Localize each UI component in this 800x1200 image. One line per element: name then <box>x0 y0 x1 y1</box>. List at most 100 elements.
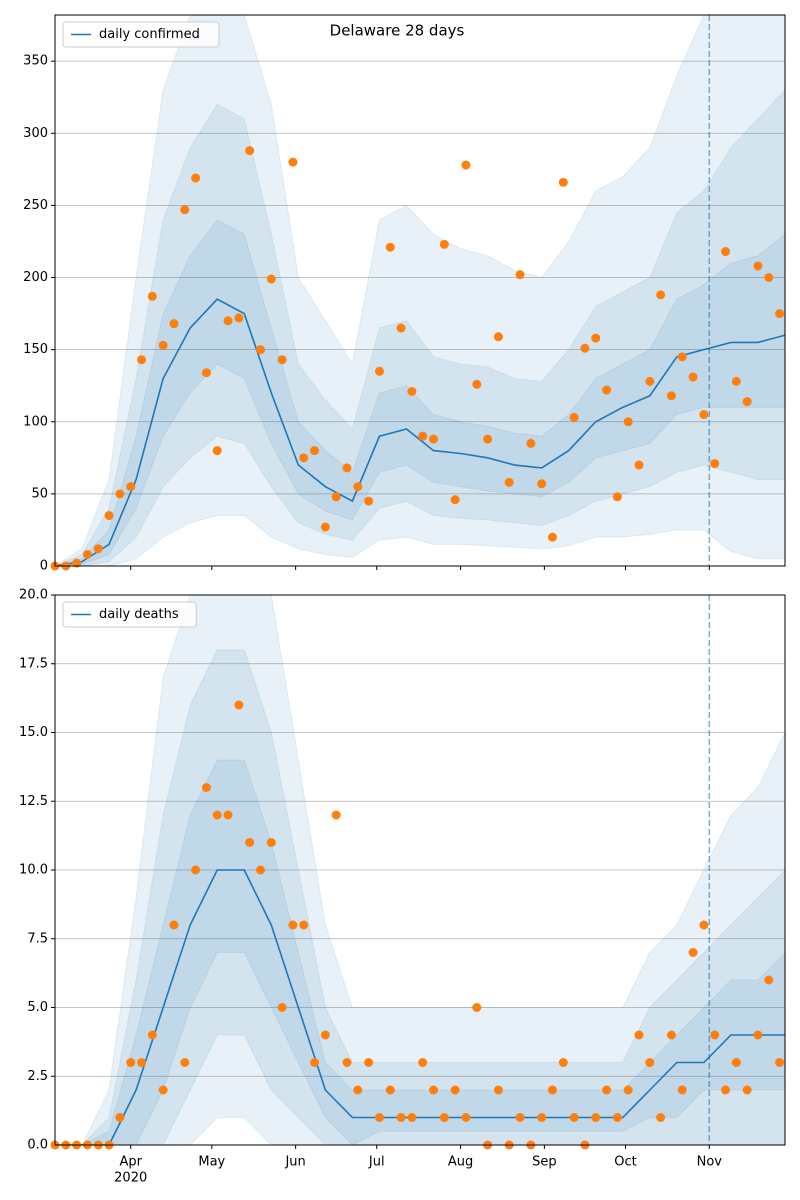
series-line <box>55 869 785 1145</box>
scatter-point <box>126 482 136 492</box>
scatter-point <box>537 1113 547 1122</box>
scatter-point <box>515 270 525 280</box>
legend-box <box>62 21 220 48</box>
scatter-point <box>764 273 774 283</box>
scatter-point <box>299 920 309 930</box>
scatter-point <box>558 177 568 187</box>
y-tick-label: 100 <box>23 414 48 429</box>
scatter-point <box>288 920 298 930</box>
chart-title: Delaware 28 days <box>330 22 465 40</box>
x-tick-label: Nov <box>697 1155 723 1170</box>
y-tick-label: 15.0 <box>19 725 48 740</box>
scatter-point <box>115 1113 125 1122</box>
y-tick-label: 150 <box>23 342 48 357</box>
scatter-point <box>612 492 622 502</box>
scatter-point <box>277 1003 287 1012</box>
scatter-point <box>547 1085 557 1095</box>
y-tick-label: 20.0 <box>19 588 48 603</box>
scatter-point <box>721 1085 731 1095</box>
scatter-point <box>558 1058 568 1067</box>
scatter-point <box>677 1085 687 1095</box>
scatter-point <box>364 496 374 506</box>
scatter-point <box>515 1113 525 1122</box>
scatter-point <box>72 558 82 568</box>
scatter-point <box>753 261 763 271</box>
scatter-point <box>439 1113 449 1122</box>
scatter-point <box>450 495 460 505</box>
y-tick-label: 2.5 <box>27 1069 48 1084</box>
scatter-point <box>169 920 179 930</box>
band <box>55 219 785 566</box>
scatter-point <box>623 417 633 427</box>
band <box>55 89 785 566</box>
scatter-point <box>742 1085 752 1095</box>
scatter-point <box>353 482 363 492</box>
scatter-point <box>201 783 211 792</box>
scatter-point <box>580 343 590 353</box>
scatter-point <box>310 1058 320 1067</box>
scatter-point <box>310 446 320 456</box>
scatter-point <box>591 1113 601 1122</box>
scatter-point <box>526 438 536 448</box>
scatter-point <box>342 463 352 473</box>
scatter-point <box>721 247 731 257</box>
y-tick-label: 12.5 <box>19 794 48 809</box>
scatter-point <box>688 948 698 957</box>
scatter-point <box>666 1030 676 1040</box>
scatter-point <box>710 1030 720 1040</box>
y-tick-label: 50 <box>31 486 48 501</box>
scatter-point <box>731 1058 741 1067</box>
scatter-point <box>710 459 720 469</box>
scatter-point <box>439 239 449 249</box>
scatter-point <box>645 1058 655 1067</box>
scatter-point <box>753 1030 763 1040</box>
scatter-point <box>320 522 330 532</box>
scatter-point <box>429 1085 439 1095</box>
scatter-point <box>407 386 417 396</box>
scatter-point <box>591 333 601 343</box>
scatter-point <box>364 1058 374 1067</box>
scatter-point <box>115 489 125 499</box>
scatter-point <box>623 1085 633 1095</box>
scatter-point <box>223 316 233 326</box>
x-tick-label: Apr <box>119 1155 142 1170</box>
scatter-point <box>374 1113 384 1122</box>
scatter-point <box>699 410 709 420</box>
band <box>55 15 785 566</box>
x-tick-label: Sep <box>532 1155 557 1170</box>
scatter-point <box>277 355 287 365</box>
x-tick-label: Jun <box>284 1155 305 1170</box>
scatter-point <box>266 274 276 284</box>
scatter-point <box>201 368 211 378</box>
legend-label: daily confirmed <box>99 27 200 42</box>
band <box>55 649 785 1145</box>
scatter-point <box>666 391 676 401</box>
scatter-point <box>472 1003 482 1012</box>
scatter-point <box>731 376 741 386</box>
y-tick-label: 0 <box>40 559 48 574</box>
scatter-point <box>645 376 655 386</box>
scatter-point <box>569 412 579 422</box>
scatter-point <box>158 340 168 350</box>
scatter-point <box>212 446 222 456</box>
scatter-point <box>266 838 276 847</box>
x-year-label: 2020 <box>114 1171 147 1186</box>
scatter-point <box>775 309 785 319</box>
scatter-point <box>656 290 666 300</box>
y-tick-label: 10.0 <box>19 863 48 878</box>
scatter-point <box>169 319 179 329</box>
x-tick-label: Aug <box>448 1155 473 1170</box>
scatter-point <box>385 1085 395 1095</box>
scatter-point <box>493 332 503 342</box>
scatter-point <box>234 313 244 323</box>
legend-box <box>62 601 197 628</box>
scatter-point <box>688 372 698 382</box>
scatter-point <box>137 1058 147 1067</box>
scatter-point <box>320 1030 330 1040</box>
scatter-point <box>602 1085 612 1095</box>
scatter-point <box>634 1030 644 1040</box>
scatter-point <box>137 355 147 365</box>
y-tick-label: 250 <box>23 198 48 213</box>
scatter-point <box>223 810 233 820</box>
